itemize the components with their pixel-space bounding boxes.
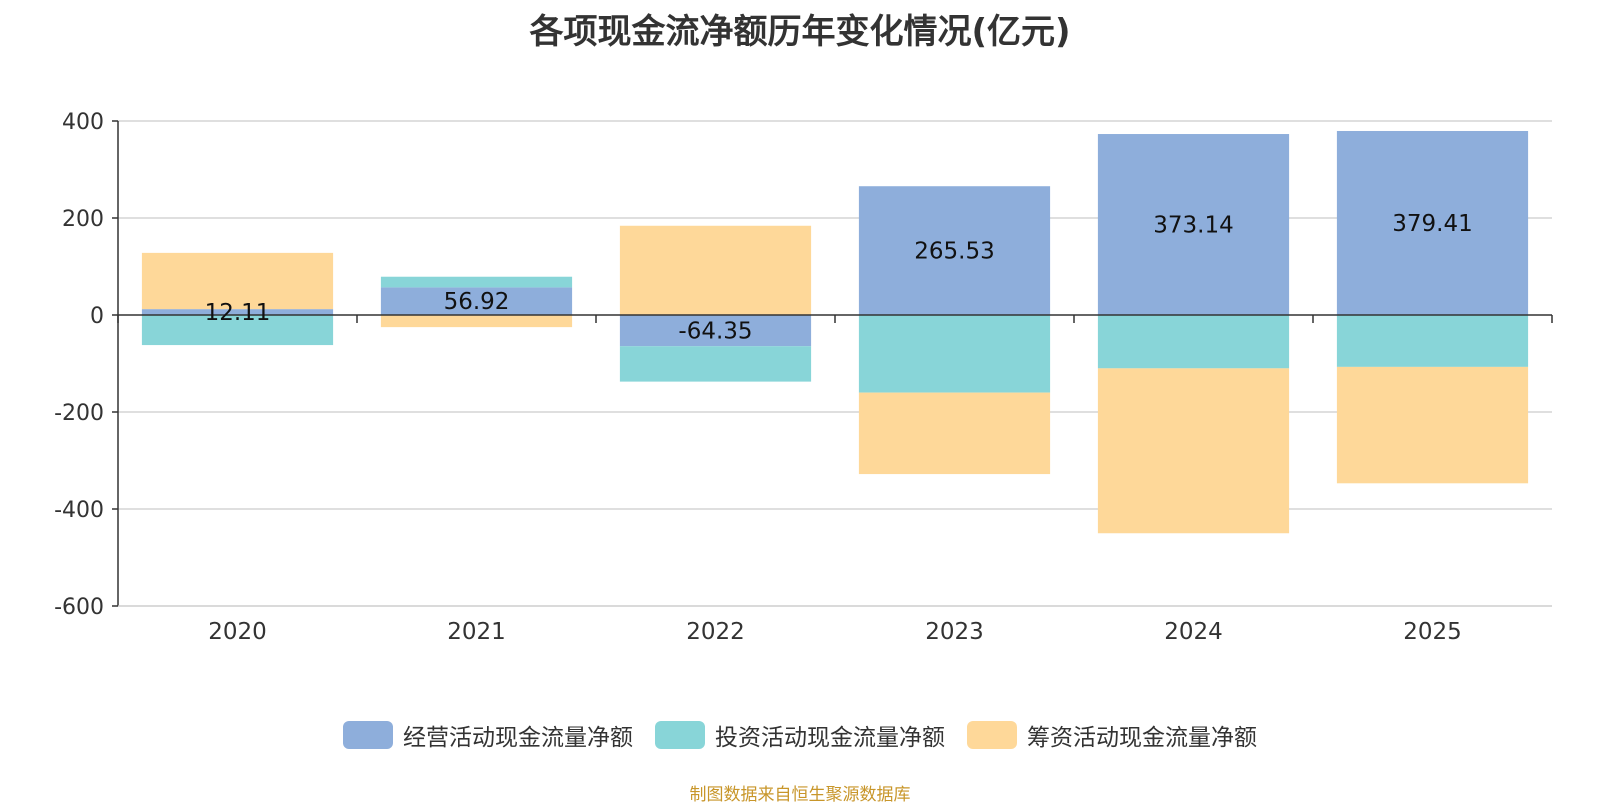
axes: 400 200 0 -200 -400 -600 2020 2021 2022 2023 2024 2… (54, 110, 1553, 645)
legend-label: 筹资活动现金流量净额 (1027, 725, 1257, 751)
grid-lines (118, 120, 1552, 607)
bar-2025-series-2 (1336, 315, 1529, 367)
bar-2023-series-3 (858, 392, 1051, 475)
x-tick-label: 2021 (447, 619, 506, 645)
x-tick-label: 2025 (1403, 619, 1462, 645)
bar-2024-series-3 (1097, 368, 1290, 534)
bar-2023-series-1 (858, 186, 1051, 315)
bar-2024-series-2 (1097, 315, 1290, 369)
y-tick-label: -200 (54, 401, 104, 426)
legend-label: 投资活动现金流量净额 (715, 725, 945, 751)
legend-item-1[interactable]: 经营活动现金流量净额 (343, 718, 633, 752)
chart-title: 各项现金流净额历年变化情况(亿元) (529, 12, 1071, 52)
y-tick-label: -400 (54, 498, 104, 523)
bar-2021-series-3 (380, 315, 573, 328)
y-tick-label: -600 (54, 595, 104, 620)
legend-label: 经营活动现金流量净额 (403, 725, 633, 751)
y-tick-label: 0 (90, 304, 104, 329)
bar-2021-series-2 (380, 276, 573, 288)
legend-item-3[interactable]: 筹资活动现金流量净额 (967, 718, 1257, 752)
bar-2020-series-1 (141, 309, 334, 315)
source-note: 制图数据来自恒生聚源数据库 (689, 785, 911, 805)
x-tick-label: 2022 (686, 619, 745, 645)
legend: 经营活动现金流量净额 投资活动现金流量净额 筹资活动现金流量净额 (0, 718, 1600, 752)
x-tick-label: 2024 (1164, 619, 1223, 645)
data-label: -64.35 (678, 319, 752, 345)
x-tick-label: 2023 (925, 619, 984, 645)
bar-2020-series-2 (141, 315, 334, 346)
legend-swatch (967, 721, 1017, 749)
bar-2024-series-1 (1097, 134, 1290, 315)
bar-series (141, 130, 1529, 534)
bar-2021-series-1 (380, 287, 573, 315)
bar-2020-series-3 (141, 252, 334, 310)
x-tick-label: 2020 (208, 619, 267, 645)
data-label: 265.53 (914, 239, 994, 265)
y-tick-label: 400 (62, 110, 104, 135)
bar-2025-series-3 (1336, 366, 1529, 484)
data-label: 379.41 (1392, 211, 1472, 237)
bar-2022-series-1 (619, 315, 812, 347)
data-label: 56.92 (444, 289, 510, 315)
legend-swatch (655, 721, 705, 749)
bar-2023-series-2 (858, 315, 1051, 393)
legend-item-2[interactable]: 投资活动现金流量净额 (655, 718, 945, 752)
data-label: 12.11 (205, 300, 271, 326)
bar-2022-series-3 (619, 225, 812, 315)
data-label: 373.14 (1153, 213, 1233, 239)
data-labels: 12.11 56.92 -64.35 265.53 373.14 379.41 (205, 211, 1473, 345)
bar-2025-series-1 (1336, 130, 1529, 315)
y-tick-label: 200 (62, 207, 104, 232)
legend-swatch (343, 721, 393, 749)
bar-2022-series-2 (619, 346, 812, 382)
